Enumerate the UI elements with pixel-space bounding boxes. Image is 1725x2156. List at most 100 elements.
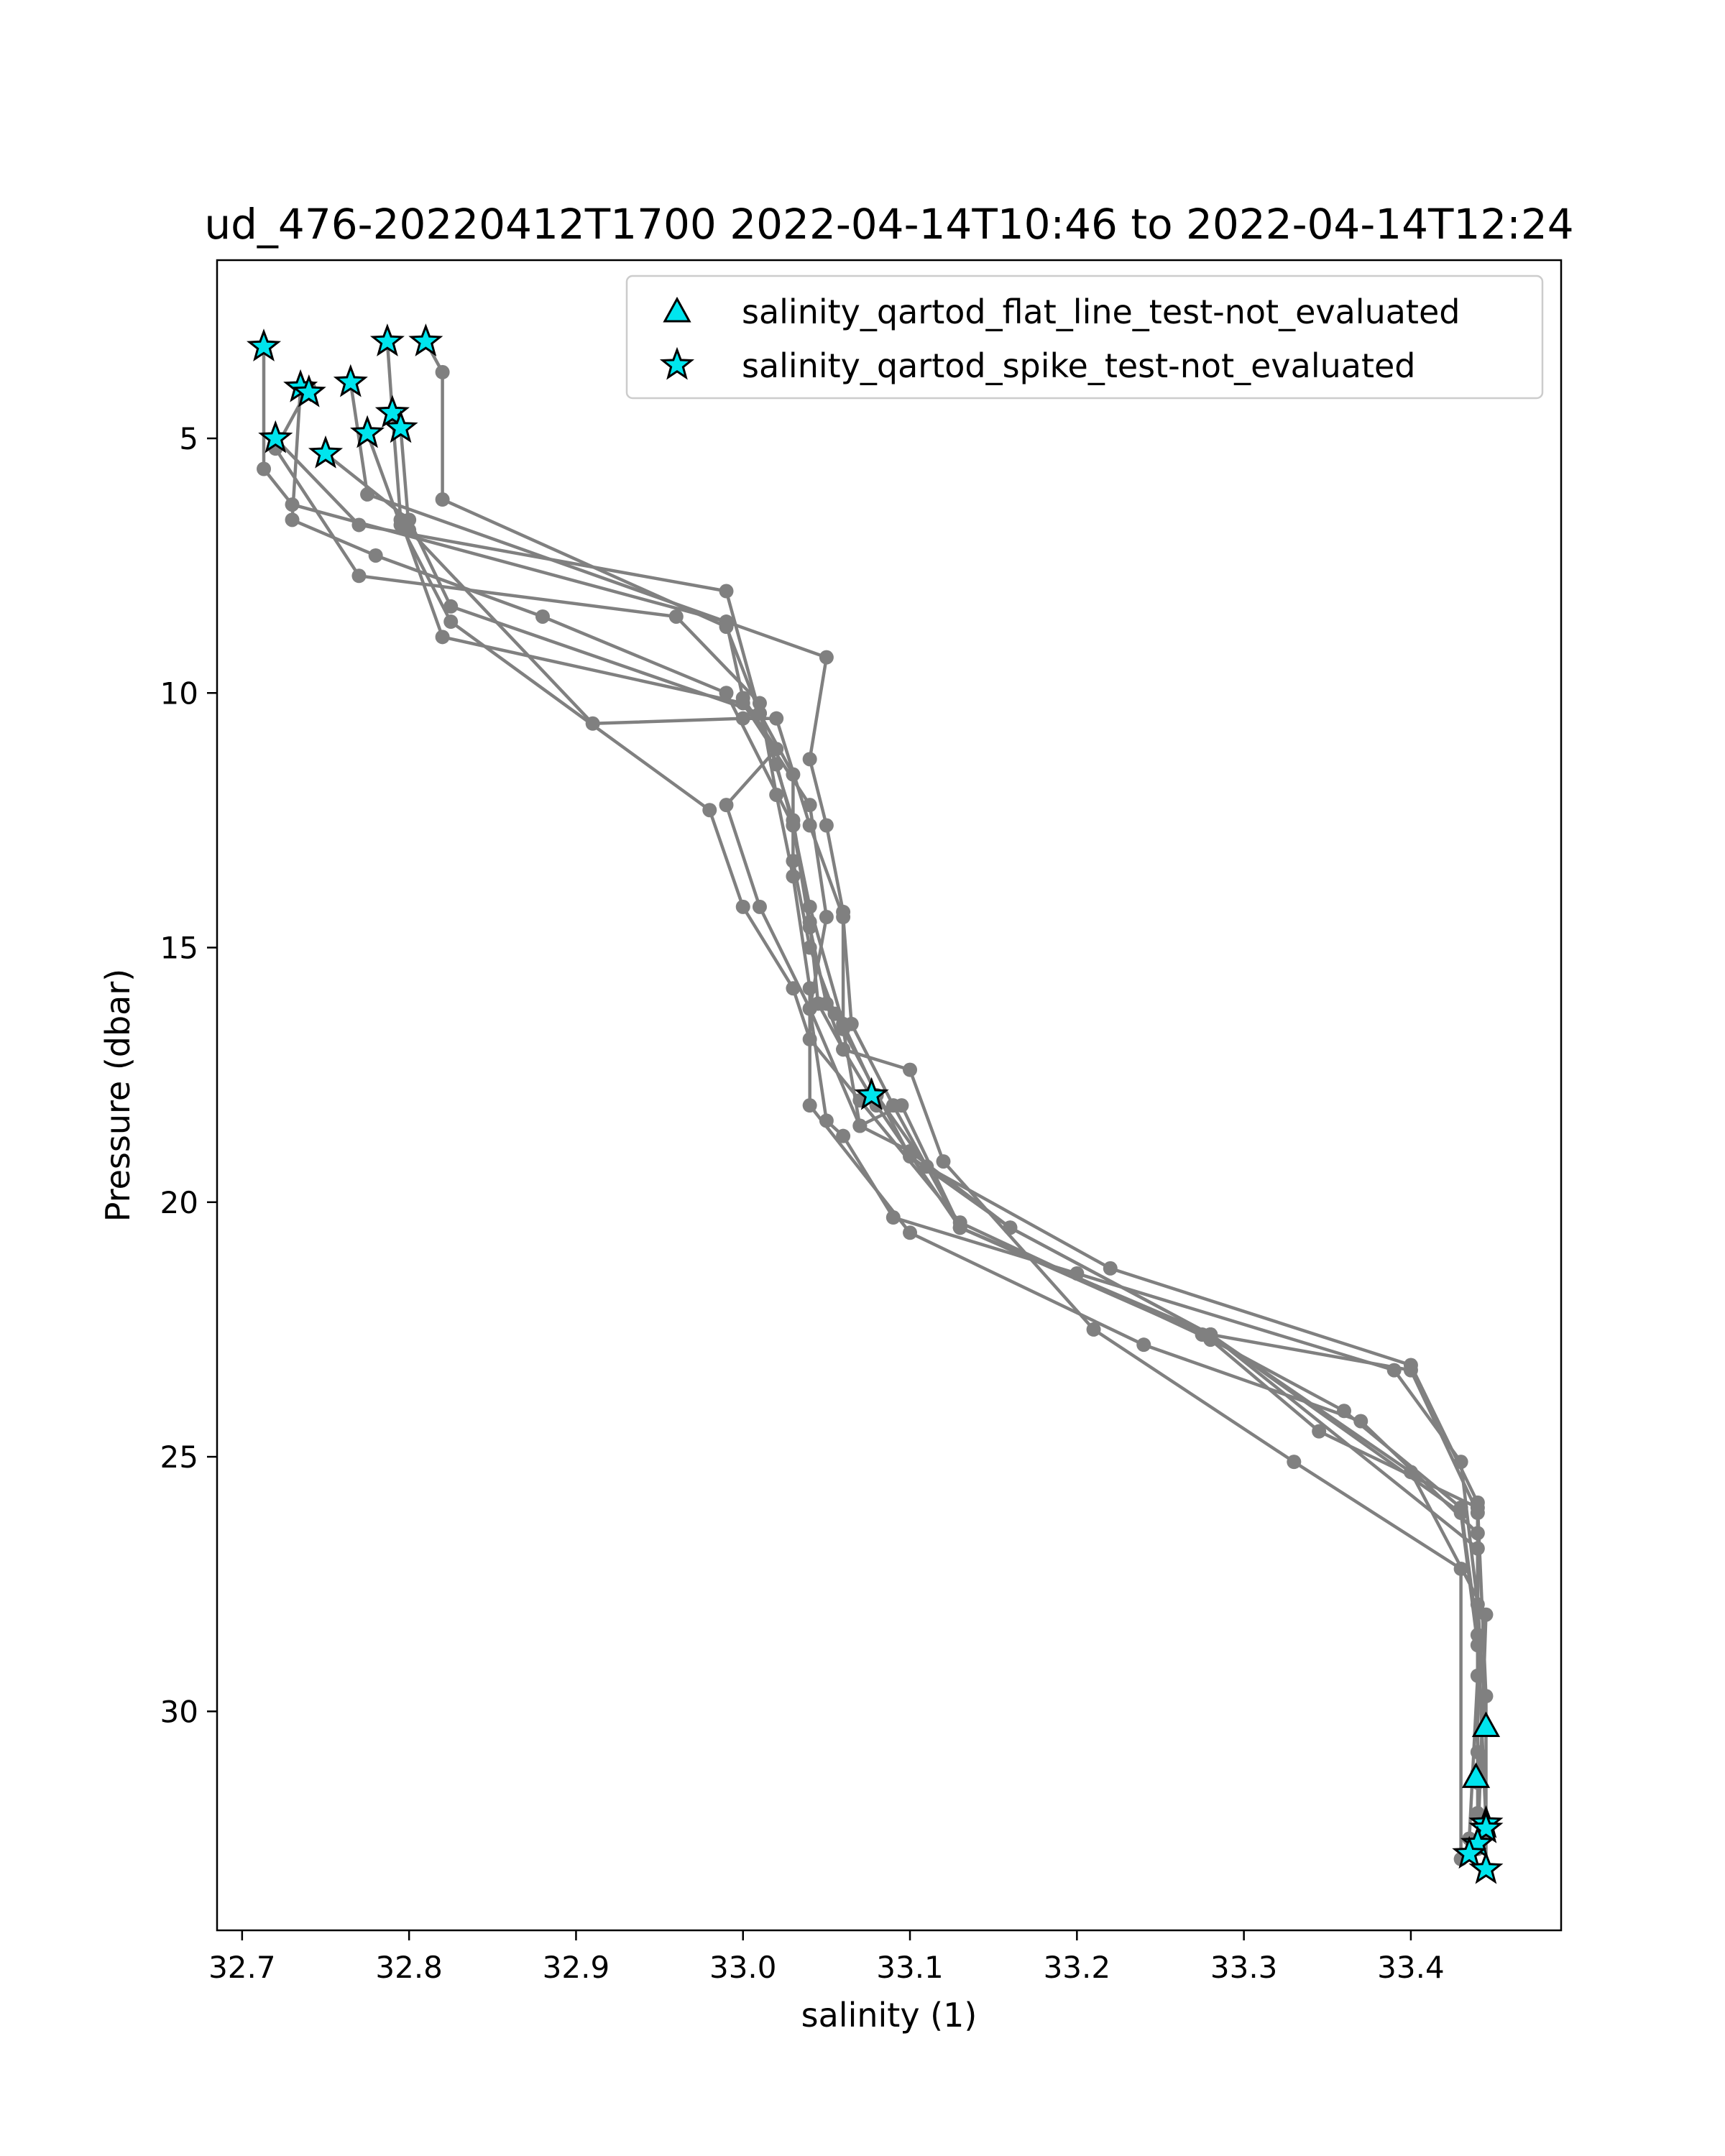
profile-line-8: [424, 341, 1480, 1752]
x-tick-label: 32.8: [375, 1950, 443, 1985]
legend: salinity_qartod_flat_line_test-not_evalu…: [625, 275, 1544, 400]
star-marker: [854, 1077, 889, 1110]
profile-point: [435, 630, 450, 645]
profile-point: [802, 752, 817, 767]
profile-point: [827, 1006, 842, 1021]
star-marker: [383, 410, 418, 443]
profile-point: [836, 1042, 851, 1057]
profile-point: [1136, 1337, 1151, 1353]
profile-line-5: [324, 452, 1463, 1859]
profile-point: [844, 1016, 859, 1031]
star-marker: [408, 323, 443, 356]
profile-point: [285, 512, 300, 528]
star-marker: [258, 420, 293, 453]
star-marker: [1468, 1851, 1504, 1884]
profile-point: [719, 584, 734, 599]
profile-line-3: [274, 387, 1480, 1813]
profile-point: [1478, 1689, 1494, 1704]
profile-point: [752, 899, 767, 914]
x-tick-label: 33.0: [709, 1950, 777, 1985]
profile-point: [719, 619, 734, 635]
y-tick-label: 20: [160, 1185, 198, 1220]
y-tick-label: 15: [160, 931, 198, 966]
x-tick-label: 33.2: [1044, 1950, 1111, 1985]
x-tick-label: 32.7: [208, 1950, 276, 1985]
profile-point: [1103, 1261, 1118, 1276]
profile-point: [1403, 1363, 1418, 1378]
y-tick-label: 30: [160, 1694, 198, 1729]
profile-point: [836, 910, 851, 925]
profile-point: [786, 981, 801, 996]
profile-point: [1453, 1506, 1468, 1520]
x-tick-label: 32.9: [543, 1950, 610, 1985]
profile-point: [903, 1149, 918, 1164]
star-marker: [659, 346, 695, 380]
y-axis: 5 10 15 20 25 30: [160, 421, 217, 1729]
profile-point: [585, 716, 600, 731]
triangle-marker: [1471, 1711, 1501, 1738]
x-tick-label: 33.1: [876, 1950, 944, 1985]
x-axis-label: salinity (1): [801, 1996, 978, 2035]
profile-line-9: [399, 428, 1480, 1783]
star-marker: [350, 415, 385, 448]
triangle-marker: [663, 296, 691, 323]
profile-point: [1353, 1414, 1368, 1429]
profile-point: [257, 461, 272, 476]
star-marker: [247, 328, 282, 361]
profile-point: [802, 818, 817, 833]
star-marker: [1468, 1810, 1504, 1843]
profile-point: [819, 910, 834, 925]
profile-point: [936, 1154, 951, 1169]
profile-point: [393, 512, 408, 528]
profile-point: [702, 803, 717, 818]
profile-point: [1086, 1322, 1101, 1337]
profile-point: [1203, 1327, 1218, 1342]
profile-point: [435, 364, 450, 379]
profile-point: [802, 1098, 817, 1113]
legend-label-spike: salinity_qartod_spike_test-not_evaluated: [742, 346, 1415, 385]
y-tick-label: 10: [160, 676, 198, 711]
star-marker: [369, 323, 405, 356]
profile-point: [852, 1118, 868, 1133]
qc-markers: [247, 323, 1504, 1884]
profile-point: [535, 609, 550, 624]
profile-point: [786, 854, 801, 869]
profile-point: [719, 686, 734, 701]
profile-point: [402, 522, 417, 538]
x-tick-label: 33.4: [1377, 1950, 1445, 1985]
profile-point: [802, 940, 817, 955]
profile-point: [443, 614, 459, 630]
star-marker: [308, 435, 344, 469]
legend-triangle-icon: [663, 296, 691, 323]
profile-lines: [257, 334, 1494, 1876]
profile-line-7: [385, 341, 1480, 1839]
profile-point: [719, 798, 734, 813]
profile-line-4: [349, 382, 1488, 1849]
profile-point: [802, 1001, 817, 1016]
legend-star-icon: [659, 346, 695, 380]
profile-point: [735, 696, 750, 711]
profile-point: [819, 650, 834, 665]
chart-title: ud_476-20220412T1700 2022-04-14T10:46 to…: [204, 200, 1573, 249]
profile-point: [769, 787, 784, 802]
y-tick-label: 5: [179, 421, 198, 456]
triangle-marker: [1461, 1762, 1491, 1788]
y-tick-label: 25: [160, 1439, 198, 1475]
star-marker: [333, 364, 368, 397]
y-axis-label: Pressure (dbar): [98, 969, 137, 1222]
profile-point: [668, 609, 684, 624]
profile-point: [1453, 1561, 1468, 1576]
x-axis: 32.7 32.8 32.9 33.0 33.1 33.2 33.3 33.4: [208, 1930, 1445, 1985]
profile-point: [1470, 1541, 1485, 1556]
profile-point: [819, 818, 834, 833]
profile-point: [886, 1098, 901, 1113]
profile-point: [802, 1032, 817, 1047]
star-marker: [1452, 1835, 1487, 1869]
profile-line-1: [290, 387, 1480, 1773]
profile-point: [952, 1220, 967, 1235]
profile-point: [769, 711, 784, 726]
profile-point: [735, 711, 750, 726]
profile-point: [903, 1062, 918, 1077]
legend-label-flat-line: salinity_qartod_flat_line_test-not_evalu…: [742, 292, 1460, 331]
